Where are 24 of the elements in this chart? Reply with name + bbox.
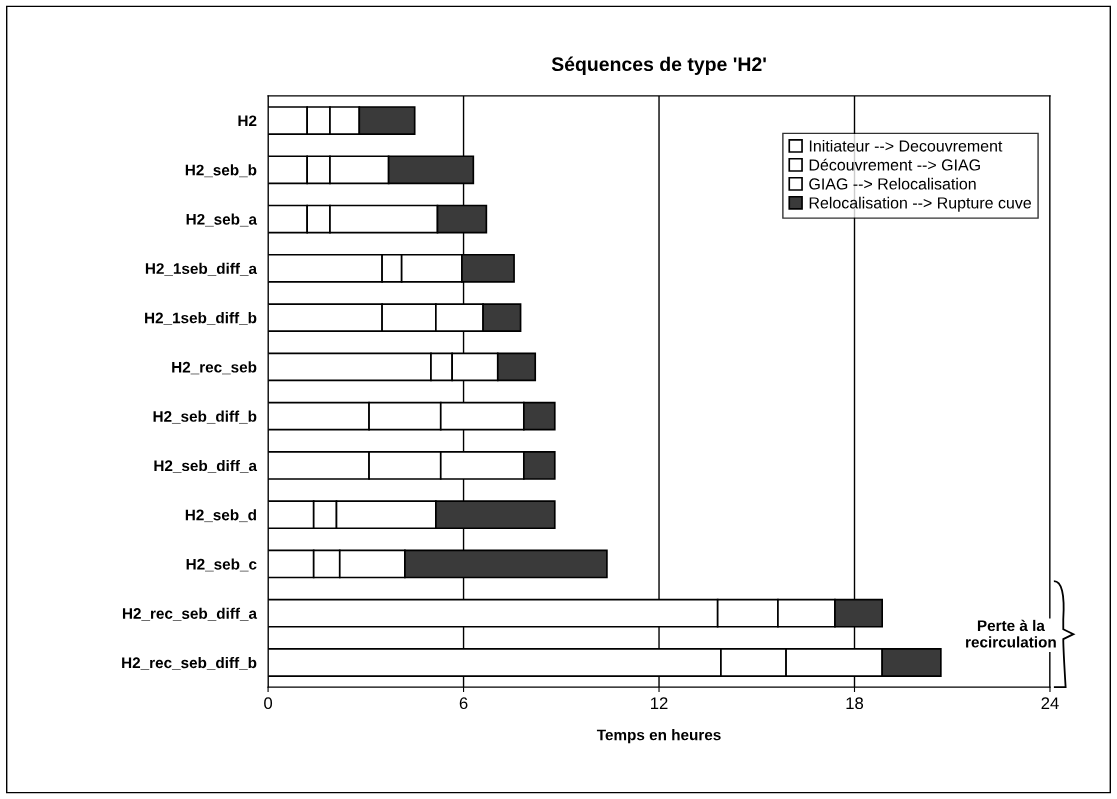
- x-tick-label: 18: [846, 697, 864, 710]
- x-tick-label: 0: [264, 697, 273, 710]
- y-tick-label: H2_rec_seb_diff_b: [122, 656, 257, 670]
- y-tick-label: H2: [238, 115, 257, 127]
- y-tick-label: H2_rec_seb: [172, 361, 257, 375]
- legend-label: Découvrement --> GIAG: [809, 158, 980, 171]
- x-tick-label: 24: [1041, 697, 1059, 709]
- y-tick-label: H2_seb_d: [185, 509, 256, 523]
- legend-label: Relocalisation --> Rupture cuve: [809, 196, 1031, 212]
- y-tick-label: H2_rec_seb_diff_a: [122, 607, 258, 621]
- y-tick-label: H2_seb_diff_a: [154, 459, 258, 473]
- x-axis-title: Temps en heures: [596, 729, 721, 744]
- y-tick-label: H2_seb_c: [186, 558, 257, 572]
- legend-label: Initiateur --> Decouvrement: [809, 139, 1003, 152]
- y-tick-label: H2_seb_a: [186, 213, 258, 227]
- x-tick-label: 6: [459, 697, 468, 710]
- y-tick-label: H2_seb_b: [185, 164, 257, 178]
- x-tick-label: 12: [651, 697, 668, 709]
- legend-label: GIAG --> Relocalisation: [809, 177, 976, 190]
- y-tick-label: H2_seb_diff_b: [153, 410, 257, 424]
- annotation: Perte à la recirculation: [966, 619, 1056, 648]
- y-tick-label: H2_1seb_diff_b: [145, 312, 257, 325]
- y-tick-label: H2_1seb_diff_a: [145, 262, 258, 276]
- chart-title: Séquences de type 'H2': [551, 56, 766, 75]
